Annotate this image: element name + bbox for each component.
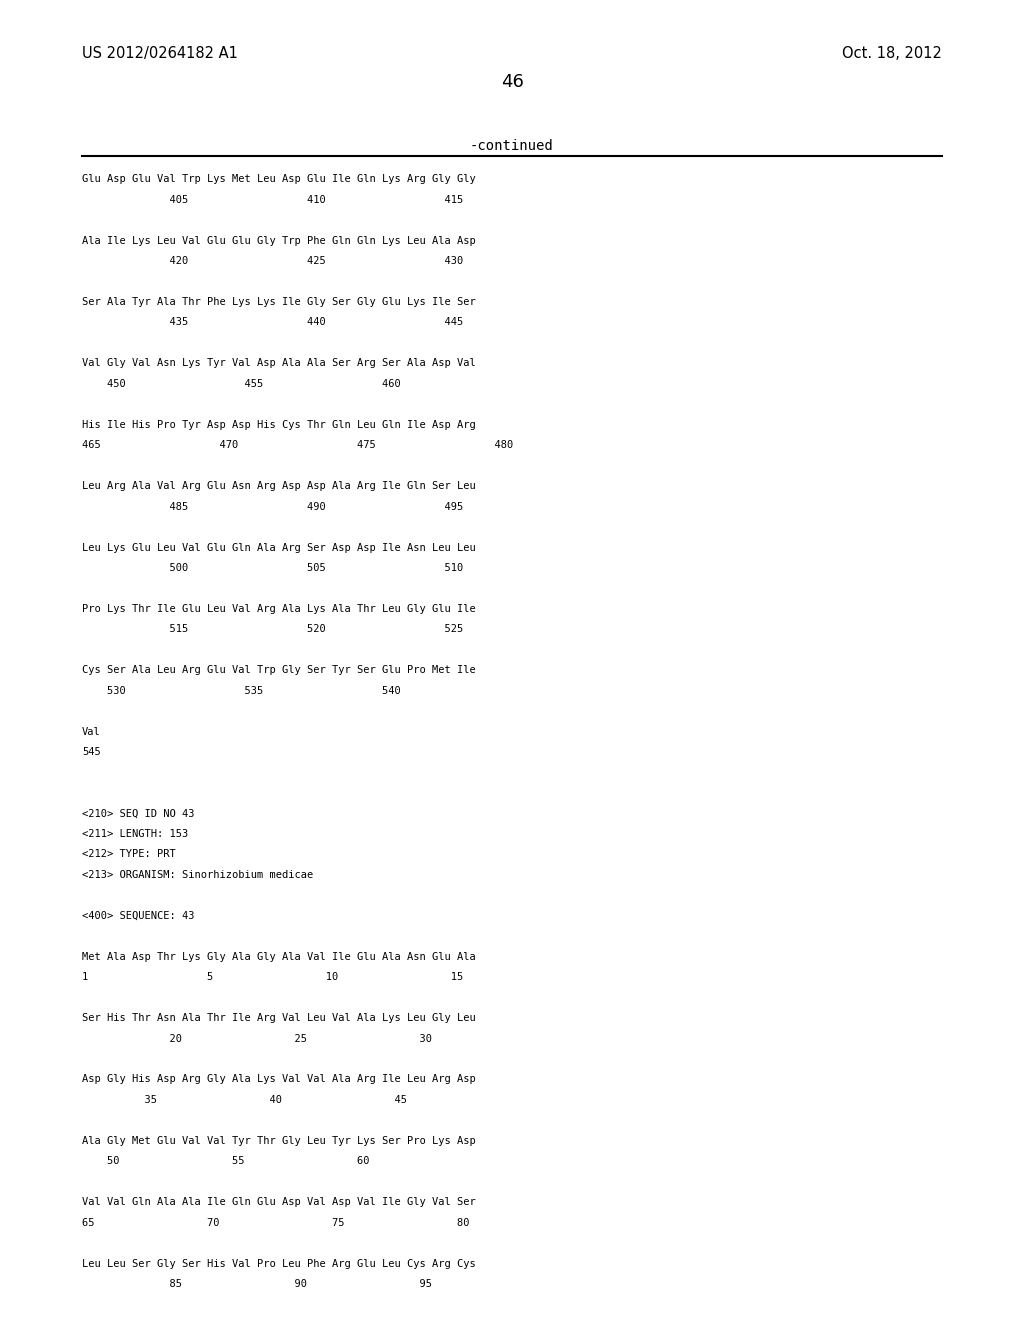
Text: 435                   440                   445: 435 440 445	[82, 318, 463, 327]
Text: Val Val Gln Ala Ala Ile Gln Glu Asp Val Asp Val Ile Gly Val Ser: Val Val Gln Ala Ala Ile Gln Glu Asp Val …	[82, 1197, 476, 1208]
Text: Oct. 18, 2012: Oct. 18, 2012	[842, 46, 942, 61]
Text: Cys Ser Ala Leu Arg Glu Val Trp Gly Ser Tyr Ser Glu Pro Met Ile: Cys Ser Ala Leu Arg Glu Val Trp Gly Ser …	[82, 665, 476, 676]
Text: Ser His Thr Asn Ala Thr Ile Arg Val Leu Val Ala Lys Leu Gly Leu: Ser His Thr Asn Ala Thr Ile Arg Val Leu …	[82, 1014, 476, 1023]
Text: <210> SEQ ID NO 43: <210> SEQ ID NO 43	[82, 808, 195, 818]
Text: Ala Ile Lys Leu Val Glu Glu Gly Trp Phe Gln Gln Lys Leu Ala Asp: Ala Ile Lys Leu Val Glu Glu Gly Trp Phe …	[82, 235, 476, 246]
Text: 46: 46	[501, 73, 523, 91]
Text: His Ile His Pro Tyr Asp Asp His Cys Thr Gln Leu Gln Ile Asp Arg: His Ile His Pro Tyr Asp Asp His Cys Thr …	[82, 420, 476, 430]
Text: 515                   520                   525: 515 520 525	[82, 624, 463, 635]
Text: 65                  70                  75                  80: 65 70 75 80	[82, 1217, 469, 1228]
Text: US 2012/0264182 A1: US 2012/0264182 A1	[82, 46, 238, 61]
Text: <212> TYPE: PRT: <212> TYPE: PRT	[82, 850, 176, 859]
Text: 450                   455                   460: 450 455 460	[82, 379, 400, 389]
Text: -continued: -continued	[470, 139, 554, 153]
Text: 35                  40                  45: 35 40 45	[82, 1096, 407, 1105]
Text: Leu Arg Ala Val Arg Glu Asn Arg Asp Asp Ala Arg Ile Gln Ser Leu: Leu Arg Ala Val Arg Glu Asn Arg Asp Asp …	[82, 482, 476, 491]
Text: 465                   470                   475                   480: 465 470 475 480	[82, 441, 513, 450]
Text: 20                  25                  30: 20 25 30	[82, 1034, 432, 1044]
Text: 530                   535                   540: 530 535 540	[82, 686, 400, 696]
Text: Val Gly Val Asn Lys Tyr Val Asp Ala Ala Ser Arg Ser Ala Asp Val: Val Gly Val Asn Lys Tyr Val Asp Ala Ala …	[82, 359, 476, 368]
Text: Pro Lys Thr Ile Glu Leu Val Arg Ala Lys Ala Thr Leu Gly Glu Ile: Pro Lys Thr Ile Glu Leu Val Arg Ala Lys …	[82, 605, 476, 614]
Text: Ala Gly Met Glu Val Val Tyr Thr Gly Leu Tyr Lys Ser Pro Lys Asp: Ala Gly Met Glu Val Val Tyr Thr Gly Leu …	[82, 1135, 476, 1146]
Text: Glu Asp Glu Val Trp Lys Met Leu Asp Glu Ile Gln Lys Arg Gly Gly: Glu Asp Glu Val Trp Lys Met Leu Asp Glu …	[82, 174, 476, 185]
Text: 85                  90                  95: 85 90 95	[82, 1279, 432, 1290]
Text: 405                   410                   415: 405 410 415	[82, 195, 463, 205]
Text: Asp Gly His Asp Arg Gly Ala Lys Val Val Ala Arg Ile Leu Arg Asp: Asp Gly His Asp Arg Gly Ala Lys Val Val …	[82, 1074, 476, 1085]
Text: <400> SEQUENCE: 43: <400> SEQUENCE: 43	[82, 911, 195, 921]
Text: Val: Val	[82, 726, 100, 737]
Text: 50                  55                  60: 50 55 60	[82, 1156, 370, 1167]
Text: <213> ORGANISM: Sinorhizobium medicae: <213> ORGANISM: Sinorhizobium medicae	[82, 870, 313, 880]
Text: <211> LENGTH: 153: <211> LENGTH: 153	[82, 829, 188, 840]
Text: 1                   5                  10                  15: 1 5 10 15	[82, 972, 463, 982]
Text: 545: 545	[82, 747, 100, 758]
Text: 485                   490                   495: 485 490 495	[82, 502, 463, 512]
Text: Met Ala Asp Thr Lys Gly Ala Gly Ala Val Ile Glu Ala Asn Glu Ala: Met Ala Asp Thr Lys Gly Ala Gly Ala Val …	[82, 952, 476, 962]
Text: 420                   425                   430: 420 425 430	[82, 256, 463, 267]
Text: Leu Lys Glu Leu Val Glu Gln Ala Arg Ser Asp Asp Ile Asn Leu Leu: Leu Lys Glu Leu Val Glu Gln Ala Arg Ser …	[82, 543, 476, 553]
Text: 500                   505                   510: 500 505 510	[82, 562, 463, 573]
Text: Leu Leu Ser Gly Ser His Val Pro Leu Phe Arg Glu Leu Cys Arg Cys: Leu Leu Ser Gly Ser His Val Pro Leu Phe …	[82, 1259, 476, 1269]
Text: Ser Ala Tyr Ala Thr Phe Lys Lys Ile Gly Ser Gly Glu Lys Ile Ser: Ser Ala Tyr Ala Thr Phe Lys Lys Ile Gly …	[82, 297, 476, 308]
